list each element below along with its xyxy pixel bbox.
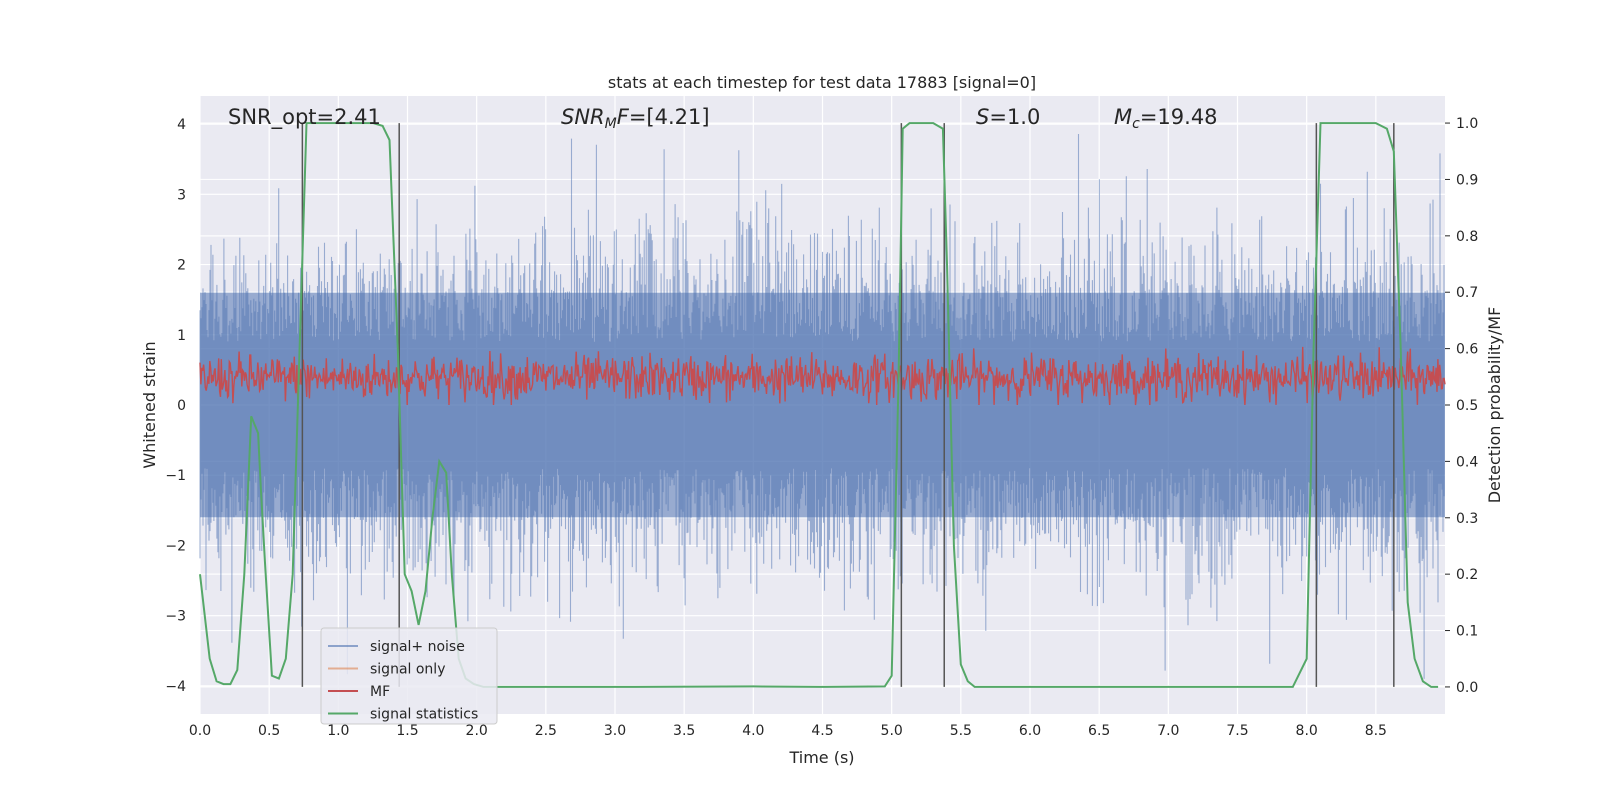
x-tick-label: 1.0 [327, 723, 349, 739]
legend-label: signal+ noise [370, 639, 465, 655]
y-right-tick-label: 0.8 [1456, 229, 1478, 245]
x-tick-label: 2.5 [535, 723, 557, 739]
x-axis-label: Time (s) [788, 748, 854, 767]
y-left-tick-label: 3 [177, 187, 186, 203]
y-right-tick-label: 0.5 [1456, 398, 1478, 414]
annotation-s: S=1.0 [976, 105, 1040, 129]
y-left-ticks: −4 −3 −2 −1 0 1 2 3 4 [165, 117, 186, 695]
legend: signal+ noise signal only MF signal statist… [320, 627, 498, 725]
legend-label: signal only [370, 662, 445, 678]
y-right-tick-label: 0.4 [1456, 454, 1478, 470]
series-mf [199, 346, 1446, 406]
y-left-tick-label: −2 [165, 538, 186, 554]
y-left-tick-label: 2 [177, 258, 186, 274]
y-right-tick-label: 0.2 [1456, 567, 1478, 583]
annotation-snr-mf: SNRMF=[4.21] [561, 105, 710, 132]
y-left-axis-label: Whitened strain [140, 341, 159, 468]
x-tick-label: 6.0 [1019, 723, 1041, 739]
y-right-tick-label: 0.7 [1456, 285, 1478, 301]
x-tick-label: 5.5 [950, 723, 972, 739]
annotation-snr-opt: SNR_opt=2.41 [228, 105, 381, 130]
x-ticks: 0.0 0.5 1.0 1.5 2.0 2.5 3.0 3.5 4.0 4.5 5.0 5.5 6.0 6… [189, 723, 1387, 739]
x-tick-label: 8.0 [1296, 723, 1318, 739]
x-tick-label: 6.5 [1088, 723, 1110, 739]
x-tick-label: 3.5 [673, 723, 695, 739]
x-tick-label: 0.0 [189, 723, 211, 739]
y-right-ticks: 0.0 0.1 0.2 0.3 0.4 0.5 0.6 0.7 0.8 0.9 1.0 [1445, 116, 1478, 696]
y-right-tick-label: 0.3 [1456, 511, 1478, 527]
y-right-axis-label: Detection probability/MF [1485, 307, 1504, 504]
x-tick-label: 5.0 [881, 723, 903, 739]
mf-trace [199, 346, 1446, 406]
x-tick-label: 7.5 [1226, 723, 1248, 739]
y-right-tick-label: 1.0 [1456, 116, 1478, 132]
noise-trace [199, 134, 1445, 679]
y-left-tick-label: 4 [177, 117, 186, 133]
chart-title: stats at each timestep for test data 178… [608, 73, 1036, 92]
y-right-tick-label: 0.0 [1456, 680, 1478, 696]
x-tick-label: 3.0 [604, 723, 626, 739]
legend-box [320, 627, 498, 725]
legend-label: MF [370, 684, 390, 700]
legend-label: signal statistics [370, 707, 478, 723]
x-tick-label: 4.0 [742, 723, 764, 739]
x-tick-label: 2.0 [466, 723, 488, 739]
y-left-tick-label: −1 [165, 468, 186, 484]
x-tick-label: 4.5 [811, 723, 833, 739]
x-tick-label: 7.0 [1157, 723, 1179, 739]
y-left-tick-label: 1 [177, 328, 186, 344]
y-left-tick-label: −3 [165, 609, 186, 625]
y-left-tick-label: −4 [165, 679, 186, 695]
y-left-tick-label: 0 [177, 398, 186, 414]
y-right-tick-label: 0.1 [1456, 624, 1478, 640]
x-tick-label: 1.5 [396, 723, 418, 739]
y-right-tick-label: 0.9 [1456, 172, 1478, 188]
annotation-mc: Mc=19.48 [1114, 105, 1218, 132]
x-tick-label: 8.5 [1365, 723, 1387, 739]
y-right-tick-label: 0.6 [1456, 342, 1478, 358]
x-tick-label: 0.5 [258, 723, 280, 739]
